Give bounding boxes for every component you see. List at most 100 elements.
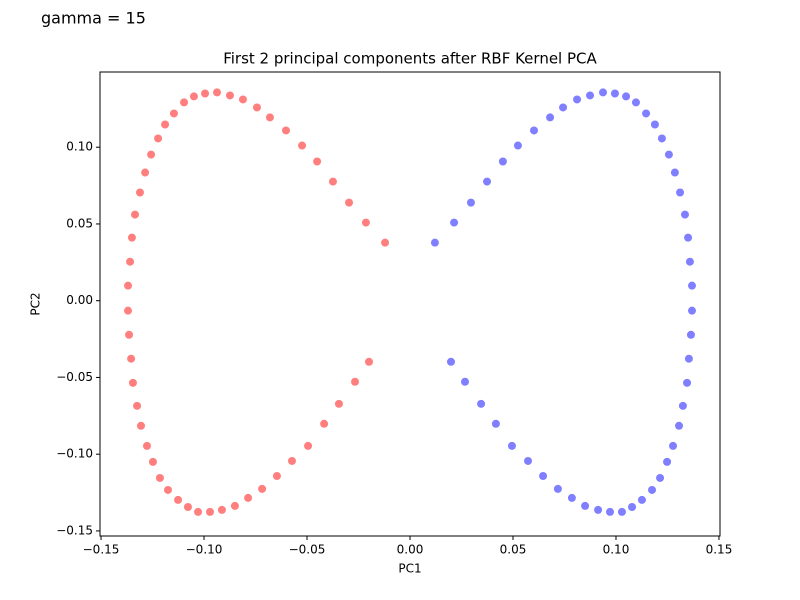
y-tick-label: −0.05 [56, 370, 93, 384]
point [669, 441, 678, 450]
point [559, 103, 568, 112]
point [553, 484, 562, 493]
point [298, 141, 307, 150]
x-tick-label: −0.10 [186, 543, 223, 557]
point [483, 177, 492, 186]
x-axis-label: PC1 [398, 562, 421, 576]
point [466, 198, 475, 207]
point [513, 141, 522, 150]
point [491, 419, 500, 428]
point [381, 238, 390, 247]
point [194, 507, 203, 516]
point [124, 281, 133, 290]
point [663, 457, 672, 466]
point [684, 354, 693, 363]
point [155, 473, 164, 482]
point [282, 126, 290, 135]
point [127, 354, 136, 363]
point [684, 233, 693, 242]
x-tick-label: 0.10 [603, 543, 630, 557]
point [128, 378, 137, 387]
point [131, 210, 140, 219]
point [147, 150, 156, 159]
point [460, 377, 469, 386]
point [664, 150, 673, 159]
point [676, 188, 685, 197]
y-tick-label: −0.10 [56, 447, 93, 461]
y-tick-label: 0.10 [66, 140, 93, 154]
x-tick-label: 0.05 [500, 543, 527, 557]
point [328, 177, 337, 186]
point [148, 457, 157, 466]
point [642, 109, 651, 118]
point [631, 98, 640, 107]
point [238, 95, 247, 104]
point [351, 377, 360, 386]
annotation: gamma = 15 [41, 9, 146, 28]
point [244, 493, 253, 502]
point [320, 419, 329, 428]
point [606, 507, 615, 516]
point [169, 109, 178, 118]
y-tick-label: 0.05 [66, 216, 93, 230]
point [334, 399, 343, 408]
point [161, 120, 170, 129]
point [127, 233, 136, 242]
point [126, 257, 135, 266]
point [430, 238, 439, 247]
x-tick-label: 0.00 [397, 543, 424, 557]
point [530, 126, 538, 135]
point [686, 330, 695, 339]
point [205, 507, 214, 516]
y-axis-label: PC2 [29, 292, 43, 315]
point [124, 306, 133, 315]
point [141, 168, 150, 177]
point [133, 401, 142, 410]
point [648, 485, 657, 494]
point [650, 120, 659, 129]
point [154, 134, 163, 143]
point [345, 198, 354, 207]
point [163, 485, 172, 494]
point [183, 502, 192, 511]
y-tick-label: 0.00 [66, 293, 93, 307]
point [657, 134, 666, 143]
point [610, 89, 619, 98]
point [680, 210, 689, 219]
point [272, 471, 281, 480]
point [573, 95, 582, 104]
point [189, 92, 198, 101]
point [524, 456, 533, 465]
point [446, 357, 455, 366]
point [135, 188, 144, 197]
point [498, 157, 507, 166]
point [687, 281, 696, 290]
point [675, 421, 684, 430]
point [304, 441, 313, 450]
x-tick-label: −0.15 [83, 543, 120, 557]
plot-frame [99, 71, 721, 537]
point [581, 501, 590, 510]
x-tick-label: 0.15 [706, 543, 733, 557]
point [670, 168, 679, 177]
point [180, 98, 189, 107]
point [656, 473, 665, 482]
point [313, 157, 322, 166]
point [546, 113, 555, 122]
point [539, 471, 548, 480]
point [365, 357, 374, 366]
point [265, 113, 274, 122]
point [125, 330, 134, 339]
point [687, 306, 696, 315]
point [142, 441, 151, 450]
point [567, 493, 576, 502]
point [217, 505, 226, 514]
point [637, 495, 646, 504]
chart-title: First 2 principal components after RBF K… [223, 50, 597, 68]
point [685, 257, 694, 266]
point [617, 507, 626, 516]
x-tick-label: −0.05 [289, 543, 326, 557]
point [230, 501, 239, 510]
